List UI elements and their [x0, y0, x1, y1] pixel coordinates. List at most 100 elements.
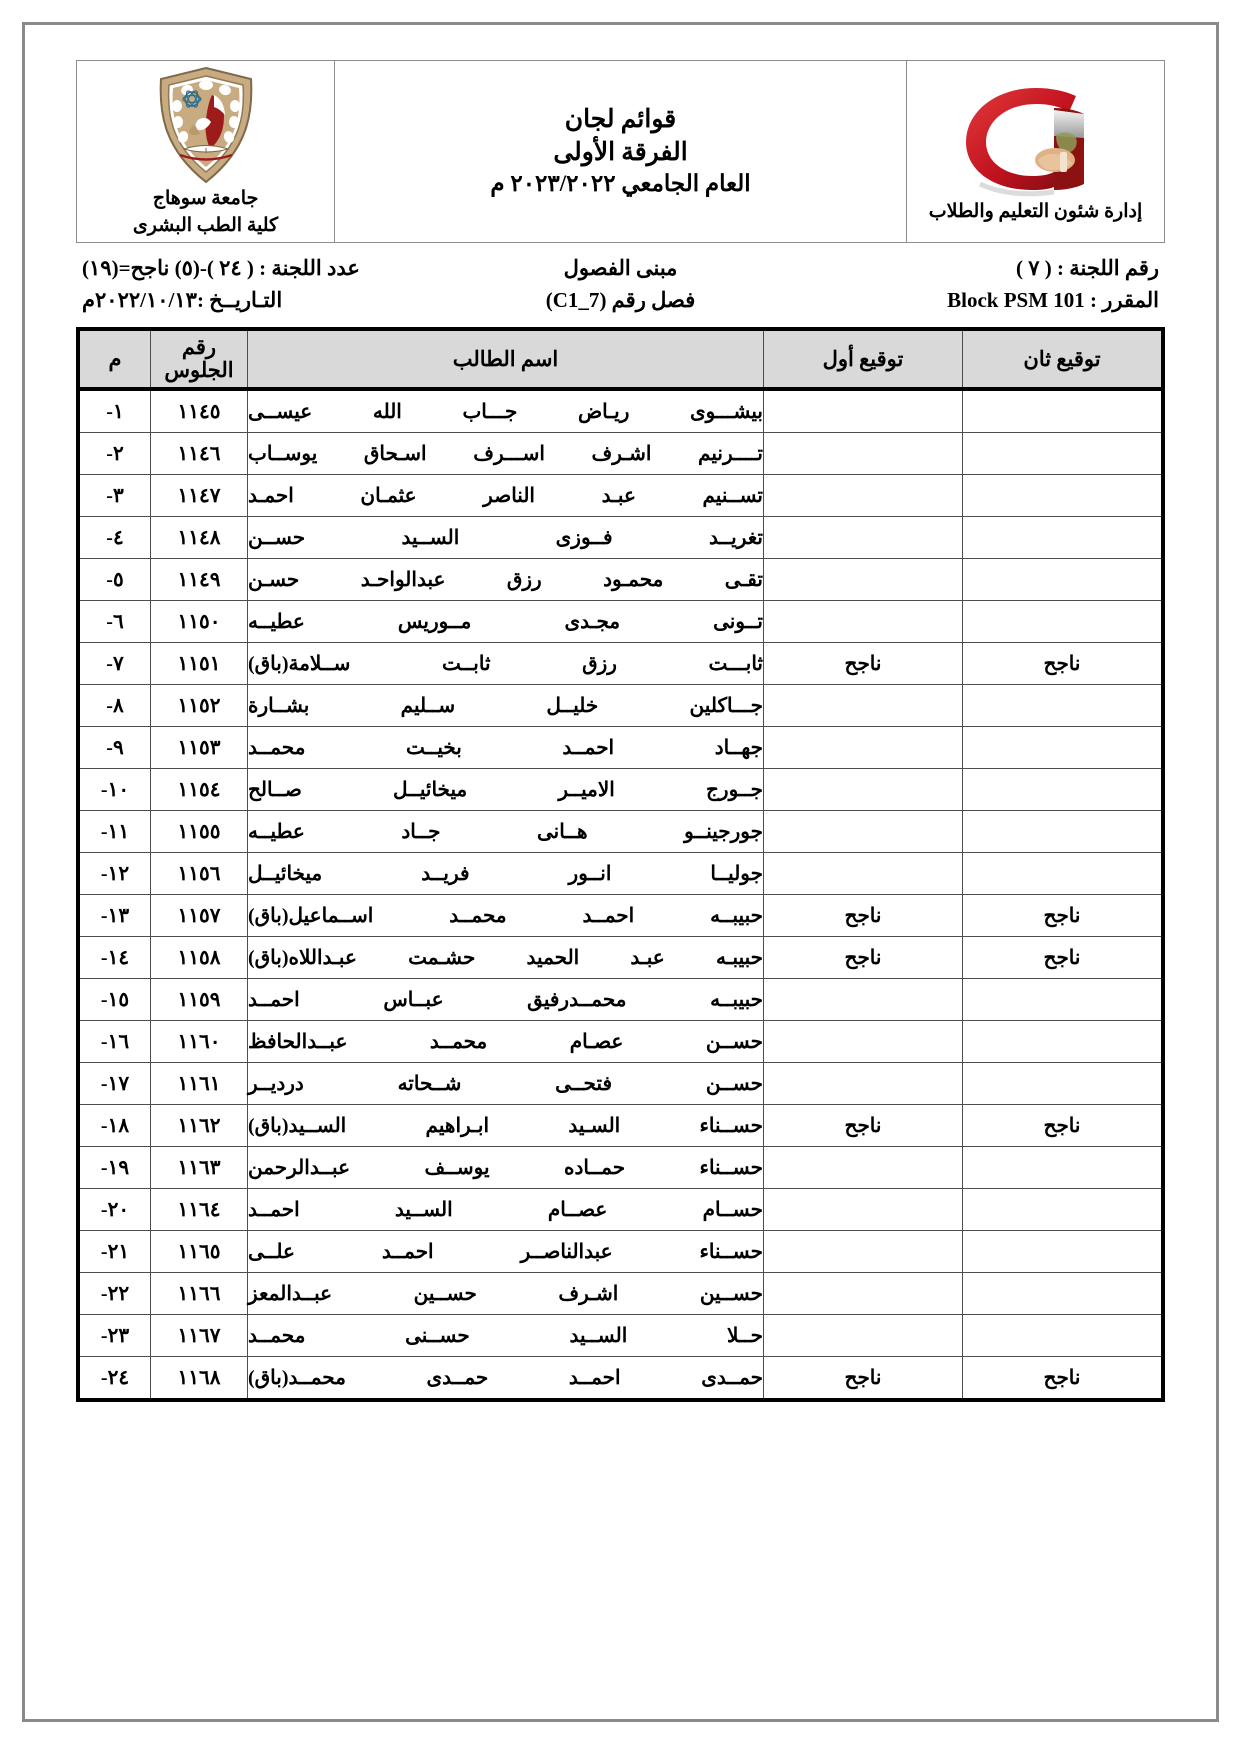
cell-signature2[interactable] — [962, 388, 1164, 434]
document-header: إدارة شئون التعليم والطلاب قوائم لجان ال… — [76, 59, 1165, 244]
cell-signature2[interactable] — [962, 474, 1164, 518]
seat-header-line1: رقم — [181, 334, 217, 359]
cell-signature2[interactable] — [962, 1146, 1164, 1190]
cell-index: ٥- — [77, 558, 151, 602]
cell-signature2[interactable]: ناجح — [962, 1104, 1164, 1148]
cell-signature2[interactable] — [962, 810, 1164, 854]
cell-student-name: جوليــا انــور فريــد ميخائيــل — [247, 852, 764, 896]
cell-signature2[interactable] — [962, 432, 1164, 476]
cell-index: ٢١- — [77, 1230, 151, 1274]
cell-signature1[interactable]: ناجح — [763, 936, 963, 980]
cell-index: ١٦- — [77, 1020, 151, 1064]
cell-signature1[interactable] — [763, 810, 963, 854]
cell-student-name: حســام عصــام الســيد احمــد — [247, 1188, 764, 1232]
cell-signature1[interactable] — [763, 432, 963, 476]
cell-signature1[interactable] — [763, 558, 963, 602]
cell-signature1[interactable] — [763, 978, 963, 1022]
exam-info-block: رقم اللجنة : ( ٧ ) مبنى الفصول عدد اللجن… — [76, 253, 1165, 316]
table-row: جهــاد احمــد بخيــت محمــد ١١٥٣ ٩- — [77, 726, 1164, 770]
column-header-signature1: توقيع أول — [763, 328, 963, 392]
table-row: بيشـــوى ريـاض جـــاب الله عيســى ١١٤٥ ١- — [77, 388, 1164, 434]
cell-signature2[interactable] — [962, 768, 1164, 812]
cell-signature2[interactable] — [962, 726, 1164, 770]
cell-signature1[interactable] — [763, 1146, 963, 1190]
cell-signature2[interactable] — [962, 516, 1164, 560]
table-row: حســين اشـرف حســين عبــدالمعز ١١٦٦ ٢٢- — [77, 1272, 1164, 1316]
cell-signature2[interactable] — [962, 1062, 1164, 1106]
cell-signature2[interactable]: ناجح — [962, 936, 1164, 980]
table-row: حبيبــه محمــدرفيق عبــاس احمــد ١١٥٩ ١٥- — [77, 978, 1164, 1022]
building-label: مبنى الفصول — [563, 256, 678, 281]
cell-seat-number: ١١٥٦ — [150, 852, 248, 896]
cell-signature1[interactable] — [763, 852, 963, 896]
cell-index: ٢٠- — [77, 1188, 151, 1232]
cell-signature1[interactable]: ناجح — [763, 894, 963, 938]
cell-signature1[interactable]: ناجح — [763, 1104, 963, 1148]
cell-signature2[interactable] — [962, 1314, 1164, 1358]
cell-signature1[interactable] — [763, 1272, 963, 1316]
cell-signature1[interactable] — [763, 726, 963, 770]
cell-signature1[interactable]: ناجح — [763, 642, 963, 686]
cell-signature1[interactable] — [763, 388, 963, 434]
cell-student-name: جورجينــو هــانى جــاد عطيــه — [247, 810, 764, 854]
cell-signature2[interactable] — [962, 558, 1164, 602]
cell-signature1[interactable] — [763, 1188, 963, 1232]
cell-student-name: تقـى محمـود رزق عبدالواحـد حسـن — [247, 558, 764, 602]
cell-signature2[interactable] — [962, 852, 1164, 896]
cell-signature2[interactable] — [962, 684, 1164, 728]
cell-signature2[interactable]: ناجح — [962, 1356, 1164, 1401]
cell-signature1[interactable] — [763, 600, 963, 644]
cell-signature1[interactable] — [763, 1020, 963, 1064]
classroom-number: فصل رقم (C1_7) — [545, 287, 696, 312]
seat-header-line2: الجلوس — [164, 358, 234, 383]
table-row: ناجح ناجح ثابـــت رزق ثابــت ســلامة(باق) ١… — [77, 642, 1164, 686]
header-left-cell: إدارة شئون التعليم والطلاب — [906, 59, 1165, 244]
cell-signature1[interactable] — [763, 1230, 963, 1274]
cell-student-name: حبيبــه احمــد محمــد اســماعيل(باق) — [247, 894, 764, 938]
cell-index: ٩- — [77, 726, 151, 770]
cell-signature1[interactable] — [763, 1314, 963, 1358]
cell-student-name: تســنيم عبـد الناصر عثمـان احمـد — [247, 474, 764, 518]
cell-seat-number: ١١٥٢ — [150, 684, 248, 728]
cell-signature2[interactable]: ناجح — [962, 642, 1164, 686]
cell-signature2[interactable] — [962, 1020, 1164, 1064]
cell-index: ٦- — [77, 600, 151, 644]
cell-signature2[interactable] — [962, 1188, 1164, 1232]
cell-seat-number: ١١٥٣ — [150, 726, 248, 770]
committee-number: رقم اللجنة : ( ٧ ) — [1015, 256, 1159, 281]
cell-student-name: جــورج الاميــر ميخائيــل صــالح — [247, 768, 764, 812]
cell-signature1[interactable] — [763, 684, 963, 728]
cell-signature1[interactable]: ناجح — [763, 1356, 963, 1401]
cell-signature2[interactable]: ناجح — [962, 894, 1164, 938]
title-line-1: قوائم لجان — [564, 106, 677, 134]
cell-signature1[interactable] — [763, 474, 963, 518]
cell-signature2[interactable] — [962, 1272, 1164, 1316]
cell-signature2[interactable] — [962, 978, 1164, 1022]
exam-info-row-1: رقم اللجنة : ( ٧ ) مبنى الفصول عدد اللجن… — [76, 253, 1165, 285]
table-row: تقـى محمـود رزق عبدالواحـد حسـن ١١٤٩ ٥- — [77, 558, 1164, 602]
cell-signature1[interactable] — [763, 768, 963, 812]
cell-student-name: حســناء حمــاده يوســف عبــدالرحمن — [247, 1146, 764, 1190]
cell-student-name: حســين اشـرف حســين عبــدالمعز — [247, 1272, 764, 1316]
course-code: المقرر : Block PSM 101 — [947, 287, 1159, 312]
table-row: جورجينــو هــانى جــاد عطيــه ١١٥٥ ١١- — [77, 810, 1164, 854]
table-row: تــــرنيم اشـرف اســـرف اسـحاق يوســاب ١١… — [77, 432, 1164, 476]
cell-student-name: حســناء السـيد ابـراهيم الســيد(باق) — [247, 1104, 764, 1148]
cell-signature1[interactable] — [763, 1062, 963, 1106]
sohag-university-crest — [154, 65, 258, 185]
cell-seat-number: ١١٤٨ — [150, 516, 248, 560]
cell-index: ٨- — [77, 684, 151, 728]
cell-signature2[interactable] — [962, 1230, 1164, 1274]
cell-seat-number: ١١٤٩ — [150, 558, 248, 602]
cell-seat-number: ١١٦١ — [150, 1062, 248, 1106]
student-roster-table: توقيع ثان توقيع أول اسم الطالب رقم الجلو… — [76, 327, 1165, 1403]
column-header-seat-number: رقم الجلوس — [150, 328, 248, 392]
title-line-3: العام الجامعي ٢٠٢٣/٢٠٢٢ م — [490, 171, 751, 197]
cell-signature1[interactable] — [763, 516, 963, 560]
cell-index: ١٣- — [77, 894, 151, 938]
cell-signature2[interactable] — [962, 600, 1164, 644]
page-border — [22, 22, 1219, 1722]
table-row: ناجح ناجح حمــدى احمــد حمــدى محمــد(باق)… — [77, 1356, 1164, 1401]
exam-date: التـاريــخ :٢٠٢٢/١٠/١٣م — [82, 287, 283, 312]
